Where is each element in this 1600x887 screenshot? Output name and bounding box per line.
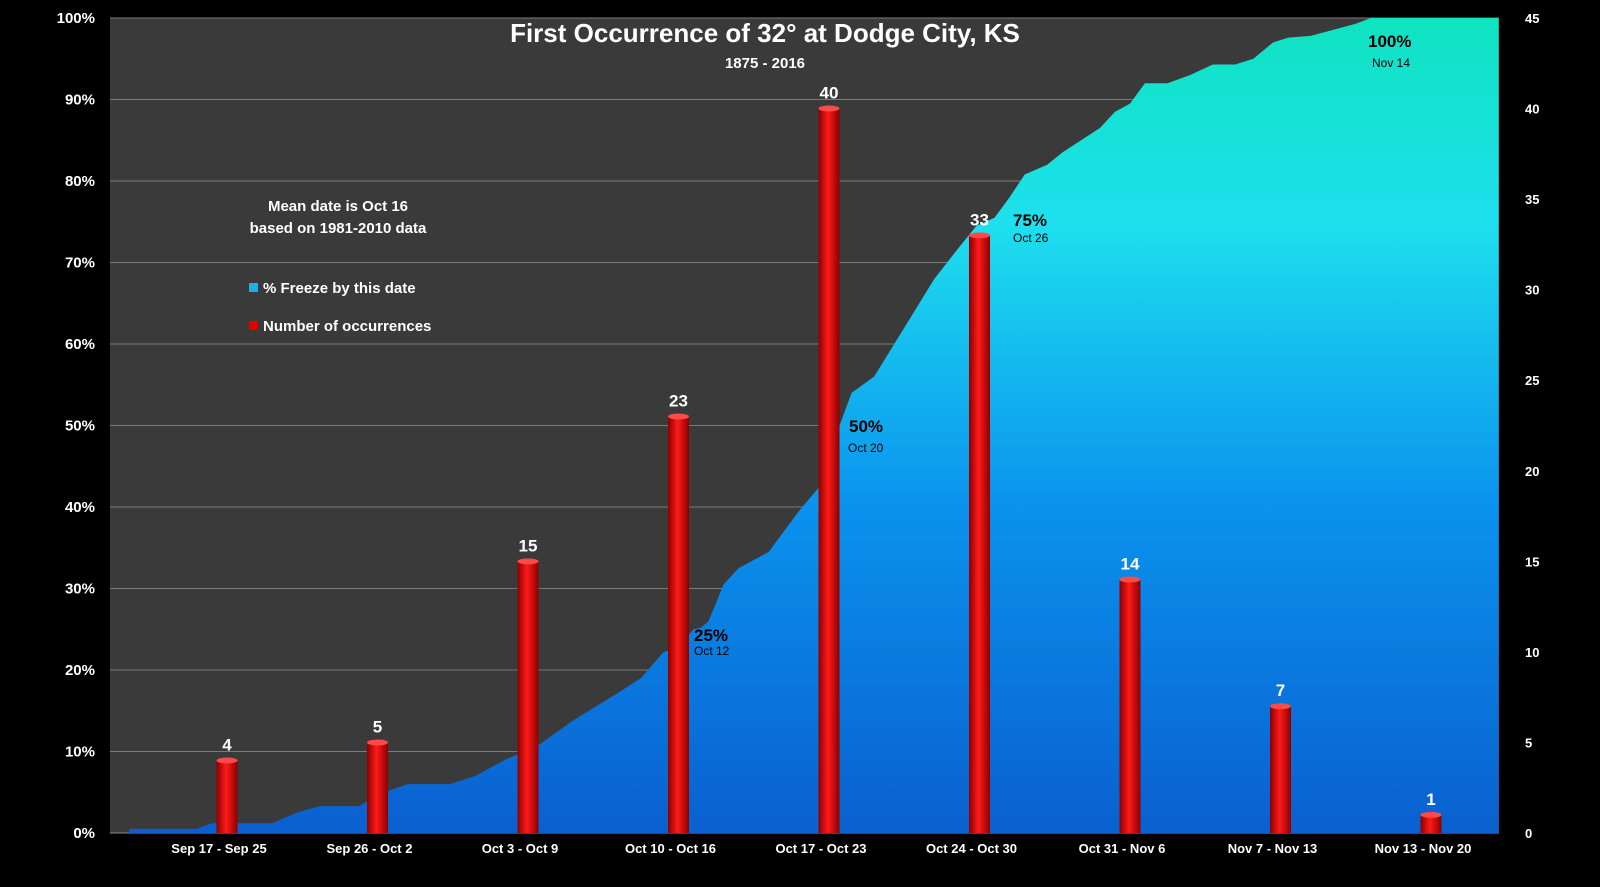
category-label: Oct 10 - Oct 16: [625, 841, 716, 856]
freeze-percent-area: [129, 18, 1499, 833]
annotation-75-pct: 75%: [1013, 211, 1047, 230]
bar-value-label: 15: [519, 536, 538, 555]
occurrence-bar: [1420, 814, 1442, 833]
left-tick-label: 100%: [57, 10, 95, 27]
category-label: Nov 13 - Nov 20: [1375, 841, 1472, 856]
occurrence-bar-cap: [969, 232, 990, 239]
occurrence-bar-cap: [1270, 703, 1291, 710]
right-tick-label: 10: [1525, 645, 1539, 660]
legend-area-swatch: [249, 283, 258, 292]
annotation-50-pct: 50%: [849, 417, 883, 436]
left-tick-label: 60%: [65, 336, 95, 353]
category-label: Oct 3 - Oct 9: [482, 841, 559, 856]
chart-subtitle: 1875 - 2016: [725, 55, 805, 72]
occurrence-bar-cap: [1420, 811, 1442, 818]
right-axis-ticks: 0 5 10 15 20 25 30 35 40 45: [1525, 11, 1539, 841]
right-tick-label: 5: [1525, 735, 1532, 750]
mean-date-note-line2: based on 1981-2010 data: [250, 220, 427, 237]
legend-bar-swatch: [249, 321, 258, 330]
annotation-75: 75% Oct 26: [1013, 211, 1049, 245]
category-label: Oct 17 - Oct 23: [775, 841, 866, 856]
right-tick-label: 45: [1525, 11, 1539, 26]
chart-title: First Occurrence of 32° at Dodge City, K…: [510, 18, 1020, 48]
left-tick-label: 40%: [65, 499, 95, 516]
annotation-25-date: Oct 12: [694, 644, 730, 658]
annotation-25: 25% Oct 12: [694, 626, 730, 658]
occurrence-bars: [216, 105, 1442, 834]
annotation-50-date: Oct 20: [848, 441, 884, 455]
left-axis-ticks: 0% 10% 20% 30% 40% 50% 60% 70% 80% 90% 100%: [57, 10, 95, 842]
bar-value-label: 1: [1426, 790, 1435, 809]
occurrence-bar: [668, 416, 689, 833]
right-tick-label: 0: [1525, 826, 1532, 841]
occurrence-bar-cap: [216, 757, 238, 764]
occurrence-bar-cap: [367, 739, 388, 746]
left-tick-label: 20%: [65, 662, 95, 679]
occurrence-bar: [969, 235, 990, 834]
occurrence-bar: [216, 760, 238, 833]
right-tick-label: 40: [1525, 102, 1539, 117]
bar-value-label: 23: [669, 391, 688, 410]
legend: % Freeze by this date Number of occurren…: [249, 280, 431, 335]
occurrence-bar-cap: [517, 558, 539, 565]
left-tick-label: 90%: [65, 92, 95, 109]
category-label: Sep 26 - Oct 2: [327, 841, 413, 856]
annotation-75-date: Oct 26: [1013, 231, 1049, 245]
occurrence-bar: [367, 742, 388, 833]
category-label: Sep 17 - Sep 25: [171, 841, 266, 856]
annotation-100-pct: 100%: [1368, 32, 1411, 51]
occurrence-bar: [517, 561, 539, 833]
occurrence-bar-cap: [818, 105, 840, 112]
left-tick-label: 50%: [65, 418, 95, 435]
category-label: Oct 31 - Nov 6: [1079, 841, 1166, 856]
right-tick-label: 35: [1525, 192, 1539, 207]
category-label: Oct 24 - Oct 30: [926, 841, 1017, 856]
bar-value-labels: 4 5 15 23 40 33 14 7 1: [222, 84, 1435, 809]
bar-value-label: 7: [1276, 681, 1285, 700]
left-tick-label: 10%: [65, 744, 95, 761]
legend-bar-label: Number of occurrences: [263, 318, 431, 335]
occurrence-bar: [1270, 706, 1291, 833]
right-tick-label: 15: [1525, 554, 1539, 569]
category-label: Nov 7 - Nov 13: [1228, 841, 1318, 856]
category-labels: Sep 17 - Sep 25 Sep 26 - Oct 2 Oct 3 - Oct…: [171, 841, 1471, 856]
left-tick-label: 0%: [73, 825, 95, 842]
left-tick-label: 30%: [65, 581, 95, 598]
annotation-25-pct: 25%: [694, 626, 728, 645]
occurrence-bar: [1119, 579, 1141, 833]
annotation-100-date: Nov 14: [1372, 56, 1410, 70]
annotation-100: 100% Nov 14: [1368, 32, 1411, 70]
bar-value-label: 5: [373, 717, 382, 736]
occurrence-bar: [818, 108, 840, 834]
left-tick-label: 70%: [65, 255, 95, 272]
mean-date-note-line1: Mean date is Oct 16: [268, 198, 408, 215]
legend-area-label: % Freeze by this date: [263, 280, 416, 297]
right-tick-label: 20: [1525, 464, 1539, 479]
bar-value-label: 4: [222, 736, 232, 755]
annotation-50: 50% Oct 20: [848, 417, 884, 455]
occurrence-bar-cap: [1119, 576, 1141, 583]
bar-value-label: 33: [970, 210, 989, 229]
bar-value-label: 14: [1121, 554, 1140, 573]
bar-value-label: 40: [820, 84, 839, 103]
occurrence-bar-cap: [668, 413, 689, 420]
left-tick-label: 80%: [65, 173, 95, 190]
right-tick-label: 25: [1525, 373, 1539, 388]
right-tick-label: 30: [1525, 283, 1539, 298]
